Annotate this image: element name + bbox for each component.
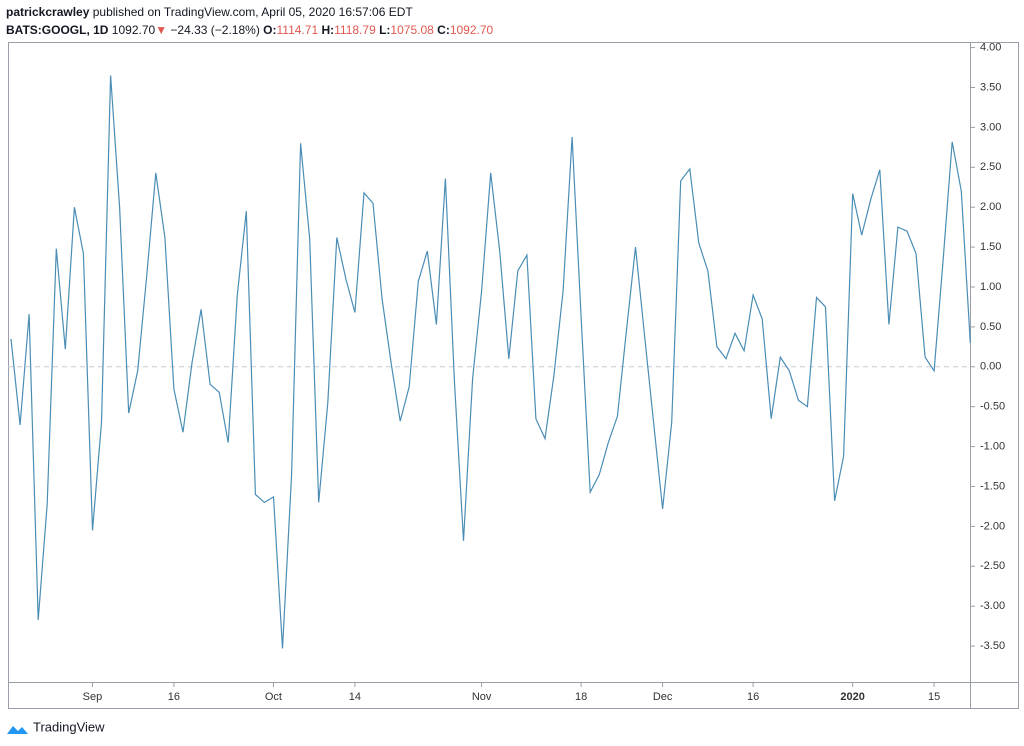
y-tick-label: 3.50 [980, 81, 1001, 93]
published: published on TradingView.com, April 05, … [92, 5, 413, 19]
x-tick-label: Oct [265, 691, 282, 703]
ohlc-key: H: [321, 23, 335, 37]
author: patrickcrawley [6, 5, 90, 19]
y-tick-label: -3.00 [980, 600, 1005, 612]
x-tick-label: 18 [575, 691, 587, 703]
x-tick-label: 15 [928, 691, 940, 703]
y-tick-label: 0.00 [980, 361, 1001, 373]
series-line [10, 75, 971, 649]
y-tick-label: -1.00 [980, 440, 1005, 452]
last-price: 1092.70 [111, 23, 156, 37]
y-tick-label: 3.00 [980, 121, 1001, 133]
brand: TradingView [33, 719, 105, 734]
x-tick-label: 2020 [840, 691, 864, 703]
x-tick-label: Nov [472, 691, 492, 703]
y-tick-label: 4.00 [980, 41, 1001, 53]
y-tick-label: 2.50 [980, 161, 1001, 173]
y-tick-label: 0.50 [980, 321, 1001, 333]
ohlc-value: 1075.08 [390, 23, 434, 37]
y-tick-label: -2.50 [980, 560, 1005, 572]
down-arrow: ▼ [155, 23, 168, 37]
ohlc-key: L: [379, 23, 391, 37]
x-tick-label: Sep [83, 691, 103, 703]
ohlc-value: 1114.71 [276, 23, 319, 37]
y-tick-label: 1.50 [980, 241, 1001, 253]
y-tick-label: -3.50 [980, 640, 1005, 652]
ohlc-key: O: [263, 23, 277, 37]
ohlc-value: 1092.70 [449, 23, 494, 37]
frame [8, 42, 1019, 709]
x-tick-label: 16 [168, 691, 180, 703]
header-line: patrickcrawley published on TradingView.… [6, 5, 413, 19]
y-tick-label: 1.00 [980, 281, 1001, 293]
x-tick-label: 16 [747, 691, 759, 703]
y-tick-label: 2.00 [980, 201, 1001, 213]
y-tick-label: -0.50 [980, 401, 1005, 413]
y-tick-label: -1.50 [980, 480, 1005, 492]
x-tick-label: 14 [349, 691, 361, 703]
logo: TradingView [7, 719, 105, 734]
header-line: BATS:GOOGL, 1D 1092.70▼ −24.33 (−2.18%) … [6, 23, 493, 37]
y-tick-label: -2.00 [980, 520, 1005, 532]
symbol: BATS:GOOGL, 1D [6, 23, 109, 37]
change: −24.33 (−2.18%) [170, 23, 260, 37]
ohlc-value: 1118.79 [334, 23, 376, 37]
logo-icon [7, 726, 28, 734]
ohlc-key: C: [437, 23, 450, 37]
x-tick-label: Dec [653, 691, 673, 703]
